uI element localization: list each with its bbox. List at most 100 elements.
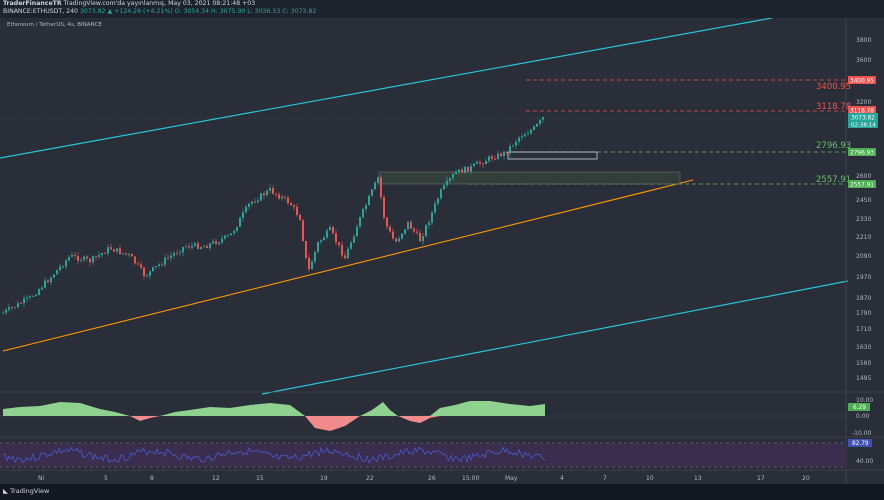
x-tick-label: 13 (694, 475, 702, 482)
candle-body (140, 264, 142, 268)
candle-body (455, 172, 457, 175)
candle-body (116, 248, 118, 252)
logo-icon: ◣ (3, 487, 11, 495)
demand-zone[interactable] (378, 171, 681, 185)
candle-body (437, 198, 439, 204)
candle-body (119, 248, 121, 254)
author-name[interactable]: TraderFinanceTR (3, 0, 62, 7)
candle-body (260, 193, 262, 201)
candle-body (230, 233, 232, 236)
candle-body (404, 229, 406, 234)
tradingview-logo[interactable]: ◣ TradingView (3, 487, 49, 495)
candle-body (254, 201, 256, 203)
chart-area[interactable]: Ethereum / TetherUS, 4s, BINANCE 3400.95… (0, 17, 884, 484)
candle-body (152, 267, 154, 272)
level-label-2557: 2557.91 (816, 175, 851, 185)
x-tick-label: 15:00 (462, 475, 479, 482)
price-change: 3073.82 ▲ +124.26 (+4.21%) (79, 8, 173, 15)
osc-last-label: 6.29 (853, 405, 866, 411)
candle-body (287, 197, 289, 204)
candle-body (350, 242, 352, 249)
candle-body (236, 226, 238, 231)
badge-2557 (848, 180, 876, 188)
candle-body (416, 231, 418, 233)
x-tick-label: 17 (757, 475, 765, 482)
candle-body (494, 158, 496, 160)
candle-body (245, 206, 247, 213)
candle-body (197, 243, 199, 249)
candle-body (200, 247, 202, 249)
candle-body (212, 241, 214, 244)
candle-body (242, 212, 244, 218)
candle-body (179, 252, 181, 254)
badge-2796-text: 2796.93 (850, 151, 874, 157)
y-tick-label: 2600 (856, 173, 871, 180)
candle-body (20, 303, 22, 304)
candle-body (167, 257, 169, 259)
candle-body (347, 248, 349, 259)
trendline[interactable] (2, 179, 694, 352)
x-tick-label: 10 (646, 475, 654, 482)
y-tick-label: 2090 (856, 253, 871, 260)
candle-body (194, 243, 196, 246)
x-tick-label: Ni (38, 475, 44, 482)
candle-body (221, 238, 223, 243)
candle-body (149, 271, 151, 276)
candle-body (110, 247, 112, 250)
candle-body (380, 177, 382, 198)
publish-info: TraderFinanceTR TradingView.com'da yayın… (3, 0, 255, 7)
candle-body (293, 205, 295, 207)
rsi-last-label: 82.79 (852, 441, 869, 447)
candle-body (539, 119, 541, 124)
y-tick-label: 3600 (856, 57, 871, 64)
candle-body (182, 247, 184, 253)
candle-body (281, 196, 283, 199)
price-chart[interactable]: Ethereum / TetherUS, 4s, BINANCE 3400.95… (0, 17, 884, 484)
candle-body (398, 238, 400, 242)
rsi-band (0, 443, 846, 467)
candle-body (125, 253, 127, 255)
candle-body (44, 280, 46, 288)
candle-body (479, 162, 481, 164)
candle-body (173, 253, 175, 256)
candle-body (425, 225, 427, 237)
candle-body (218, 242, 220, 245)
candle-body (434, 203, 436, 213)
breakout-zone[interactable] (507, 151, 598, 160)
candle-body (95, 256, 97, 257)
candle-body (155, 266, 157, 268)
candle-body (89, 258, 91, 263)
y-tick-label: 3800 (856, 37, 871, 44)
candle-body (344, 255, 346, 259)
candle-body (50, 277, 52, 283)
badge-2796 (848, 148, 876, 156)
candle-body (215, 241, 217, 244)
candle-body (323, 237, 325, 241)
candle-body (452, 174, 454, 179)
symbol-name: BINANCE:ETHUSDT, 240 (3, 8, 80, 15)
candle-body (92, 256, 94, 263)
candle-body (410, 221, 412, 229)
oscillator-negative-area (3, 416, 545, 431)
y-tick-label: 1790 (856, 310, 871, 317)
candle-body (191, 245, 193, 248)
candle-body (185, 246, 187, 248)
channel-lower-line[interactable] (261, 280, 849, 395)
x-tick-label: 8 (150, 475, 154, 482)
candle-body (488, 156, 490, 161)
candle-body (158, 264, 160, 266)
candle-body (65, 260, 67, 267)
candle-body (389, 226, 391, 232)
candle-body (485, 161, 487, 165)
candle-body (371, 189, 373, 196)
candle-body (146, 275, 148, 277)
candle-body (275, 193, 277, 195)
candle-body (227, 235, 229, 237)
channel-upper-line[interactable] (0, 17, 773, 159)
candle-body (203, 246, 205, 248)
candle-body (278, 194, 280, 199)
badge-last-price (848, 113, 878, 128)
candle-body (86, 256, 88, 259)
candle-body (311, 261, 313, 270)
time-axis[interactable]: Ni 5 8 12 15 19 22 26 15:00 May 4 7 10 1… (38, 475, 810, 482)
